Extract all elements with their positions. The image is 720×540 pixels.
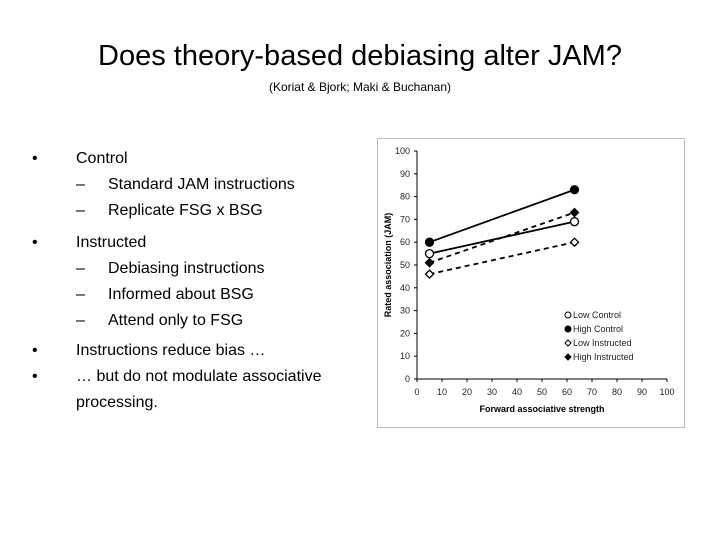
data-point	[424, 269, 435, 280]
sub-bullet-text: Informed about BSG	[108, 286, 254, 303]
sub-bullet: – Informed about BSG	[76, 282, 362, 308]
legend-label: High Instructed	[573, 352, 634, 362]
series-line	[429, 241, 575, 275]
x-tick-label: 50	[537, 387, 547, 397]
data-point	[569, 185, 580, 195]
legend-label: Low Instructed	[573, 338, 632, 348]
sub-bullet-dash: –	[76, 202, 85, 219]
sub-bullet: – Debiasing instructions	[76, 256, 362, 282]
legend-label: Low Control	[573, 310, 621, 320]
series-line	[429, 188, 575, 244]
slide-title: Does theory-based debiasing alter JAM?	[98, 40, 622, 72]
y-tick-label: 60	[400, 237, 410, 247]
sub-bullet: – Standard JAM instructions	[76, 172, 362, 198]
x-tick-label: 60	[562, 387, 572, 397]
y-tick-label: 20	[400, 328, 410, 338]
bullet-dot: •	[32, 234, 38, 251]
sub-bullet-text: Attend only to FSG	[108, 312, 244, 329]
sub-bullet-dash: –	[76, 176, 85, 193]
legend-marker	[564, 325, 572, 333]
sub-bullet-text: Replicate FSG x BSG	[108, 202, 263, 219]
x-tick-label: 0	[414, 387, 419, 397]
bullet-text: Instructions reduce bias …	[76, 342, 266, 359]
y-tick-label: 10	[400, 351, 410, 361]
data-point	[569, 207, 580, 218]
y-tick-label: 40	[400, 283, 410, 293]
bullet-instructed: • Instructed – Debiasing instructions – …	[32, 230, 362, 334]
y-tick-label: 0	[405, 374, 410, 384]
data-point	[569, 237, 580, 248]
x-tick-label: 90	[637, 387, 647, 397]
bullet-text: … but do not modulate associative proces…	[76, 368, 322, 411]
sub-bullet-dash: –	[76, 260, 85, 277]
y-tick-label: 50	[400, 260, 410, 270]
legend-marker	[564, 353, 572, 361]
sub-bullet-dash: –	[76, 312, 85, 329]
bullet-text: Instructed	[76, 234, 147, 251]
series-line	[429, 211, 575, 264]
x-tick-label: 20	[462, 387, 472, 397]
x-tick-label: 100	[659, 387, 674, 397]
x-tick-label: 10	[437, 387, 447, 397]
data-point	[424, 248, 435, 259]
bullet-text: Control	[76, 150, 128, 167]
x-axis-label: Forward associative strength	[479, 404, 604, 414]
y-tick-label: 30	[400, 306, 410, 316]
x-tick-label: 70	[587, 387, 597, 397]
x-tick-label: 30	[487, 387, 497, 397]
y-tick-label: 100	[395, 146, 410, 156]
data-point	[424, 237, 435, 247]
bullet-reduce-bias: • Instructions reduce bias …	[32, 338, 362, 364]
x-tick-label: 40	[512, 387, 522, 397]
sub-bullet-text: Debiasing instructions	[108, 260, 265, 277]
y-tick-label: 80	[400, 192, 410, 202]
sub-bullet-text: Standard JAM instructions	[108, 176, 295, 193]
data-point	[424, 257, 435, 268]
chart-frame	[377, 138, 685, 428]
legend-marker	[564, 339, 572, 347]
legend-marker	[564, 311, 572, 319]
sub-bullet: – Attend only to FSG	[76, 308, 362, 334]
sub-bullet: – Replicate FSG x BSG	[76, 198, 362, 224]
sub-bullet-dash: –	[76, 286, 85, 303]
legend-label: High Control	[573, 324, 623, 334]
bullet-dot: •	[32, 342, 38, 359]
bullet-list: • Control – Standard JAM instructions – …	[32, 146, 362, 416]
bullet-control: • Control – Standard JAM instructions – …	[32, 146, 362, 224]
y-axis-label: Rated association (JAM)	[383, 213, 393, 318]
bullet-no-modulate: • … but do not modulate associative proc…	[32, 364, 362, 416]
y-tick-label: 70	[400, 214, 410, 224]
bullet-dot: •	[32, 368, 38, 385]
x-tick-label: 80	[612, 387, 622, 397]
bullet-dot: •	[32, 150, 38, 167]
y-tick-label: 90	[400, 169, 410, 179]
data-point	[569, 217, 580, 227]
slide-subtitle: (Koriat & Bjork; Maki & Buchanan)	[268, 80, 452, 94]
